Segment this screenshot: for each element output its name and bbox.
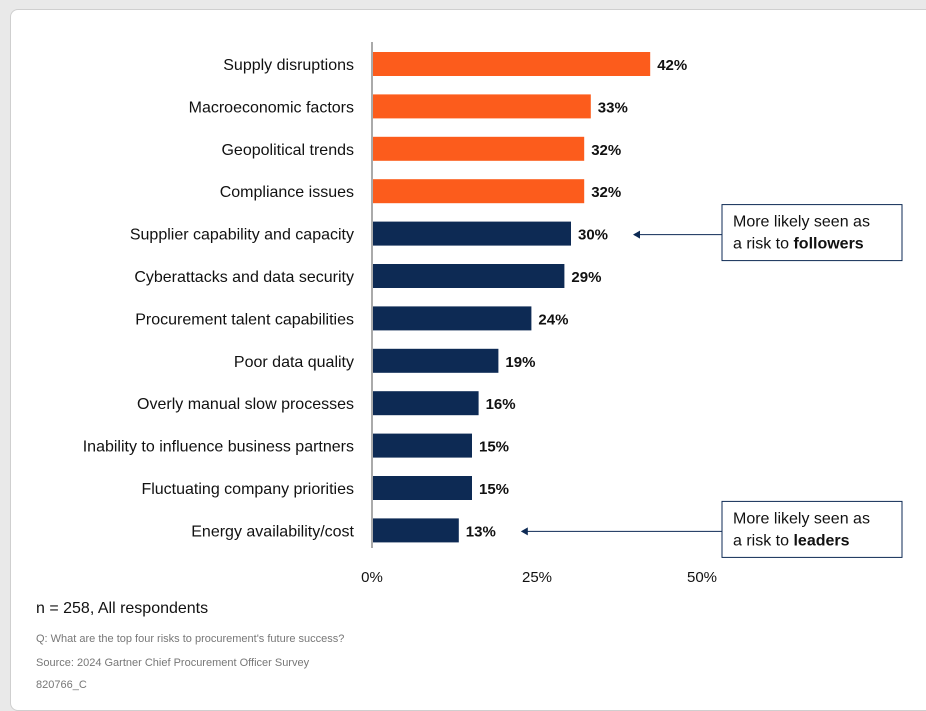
category-label-macroeconomic-factors: Macroeconomic factors xyxy=(189,99,354,116)
value-label-procurement-talent-capabilities: 24% xyxy=(538,311,568,328)
category-label-supplier-capability-and-capacity: Supplier capability and capacity xyxy=(130,227,354,244)
category-label-inability-to-influence-business-partners: Inability to influence business partners xyxy=(83,439,354,456)
value-label-macroeconomic-factors: 33% xyxy=(598,99,628,116)
value-label-inability-to-influence-business-partners: 15% xyxy=(479,439,509,456)
bar-chart: Supply disruptions 42% Macroeconomic facto… xyxy=(83,42,903,586)
x-tick-label-0: 0% xyxy=(361,569,383,586)
annotation-line2-followers: a risk to followers xyxy=(733,236,864,253)
annotation-line1-followers: More likely seen as xyxy=(733,214,870,231)
category-label-fluctuating-company-priorities: Fluctuating company priorities xyxy=(141,481,354,498)
survey-question: Q: What are the top four risks to procur… xyxy=(36,633,345,645)
annotation-line1-leaders: More likely seen as xyxy=(733,510,870,527)
bar-compliance-issues xyxy=(373,179,585,204)
category-label-energy-availability-cost: Energy availability/cost xyxy=(191,523,354,540)
x-tick-label-25: 25% xyxy=(522,569,552,586)
value-label-poor-data-quality: 19% xyxy=(505,354,535,371)
bar-inability-to-influence-business-partners xyxy=(373,433,472,458)
value-label-fluctuating-company-priorities: 15% xyxy=(479,481,509,498)
value-label-supply-disruptions: 42% xyxy=(657,57,687,74)
x-tick-label-50: 50% xyxy=(687,569,717,586)
value-label-overly-manual-slow-processes: 16% xyxy=(486,396,516,413)
value-label-supplier-capability-and-capacity: 30% xyxy=(578,227,608,244)
bar-supply-disruptions xyxy=(373,52,651,76)
annotation-prefix-followers: a risk to xyxy=(733,236,793,253)
bar-cyberattacks-and-data-security xyxy=(373,264,565,288)
bar-poor-data-quality xyxy=(373,348,499,373)
bar-supplier-capability-and-capacity xyxy=(373,221,571,246)
category-label-compliance-issues: Compliance issues xyxy=(220,184,354,201)
category-label-supply-disruptions: Supply disruptions xyxy=(223,57,354,74)
bar-overly-manual-slow-processes xyxy=(373,391,479,416)
annotation-arrowhead-followers xyxy=(633,230,640,239)
value-label-energy-availability-cost: 13% xyxy=(466,523,496,540)
category-label-poor-data-quality: Poor data quality xyxy=(234,354,354,371)
source-note: Source: 2024 Gartner Chief Procurement O… xyxy=(36,657,310,669)
bar-procurement-talent-capabilities xyxy=(373,306,532,331)
annotation-box-followers xyxy=(721,204,903,262)
category-label-geopolitical-trends: Geopolitical trends xyxy=(221,142,354,159)
annotation-emphasis-leaders: leaders xyxy=(793,532,849,549)
value-label-cyberattacks-and-data-security: 29% xyxy=(571,269,601,286)
annotation-line2-leaders: a risk to leaders xyxy=(733,532,850,549)
category-label-cyberattacks-and-data-security: Cyberattacks and data security xyxy=(134,269,354,286)
category-label-procurement-talent-capabilities: Procurement talent capabilities xyxy=(135,311,354,328)
sample-size-note: n = 258, All respondents xyxy=(36,600,209,617)
bar-fluctuating-company-priorities xyxy=(373,476,472,500)
annotation-arrowhead-leaders xyxy=(520,527,528,536)
annotation-prefix-leaders: a risk to xyxy=(733,532,793,549)
annotation-emphasis-followers: followers xyxy=(793,236,863,253)
category-label-overly-manual-slow-processes: Overly manual slow processes xyxy=(137,396,354,413)
bar-geopolitical-trends xyxy=(373,136,585,161)
bar-energy-availability-cost xyxy=(373,518,459,543)
annotation-box-leaders xyxy=(721,500,903,558)
figure-id: 820766_C xyxy=(36,679,87,691)
value-label-compliance-issues: 32% xyxy=(591,184,621,201)
bar-macroeconomic-factors xyxy=(373,94,591,119)
value-label-geopolitical-trends: 32% xyxy=(591,142,621,159)
